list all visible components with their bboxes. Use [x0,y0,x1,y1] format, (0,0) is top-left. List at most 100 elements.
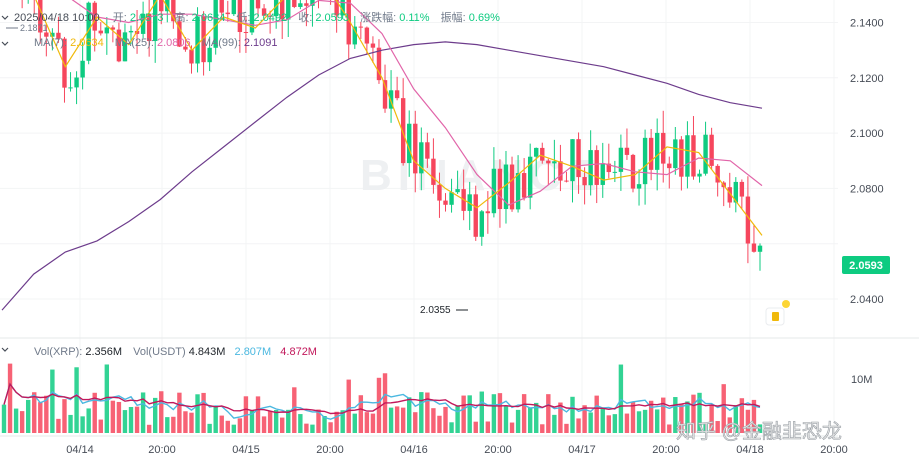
candle-body [310,0,315,6]
candle-body [673,139,678,169]
volume-bar [606,415,611,433]
price-tick-label: 2.0400 [850,294,884,306]
candle-body [286,0,291,20]
candle-body [437,184,442,201]
volume-bar [473,421,478,433]
volume-bar [165,417,170,433]
volume-bar [558,402,563,433]
volume-ma-line-a [3,382,761,420]
vol-ma-a-value: 2.807M [234,346,272,358]
volume-bar [455,405,460,433]
time-tick-label: 04/14 [66,444,94,456]
candle-body [280,0,285,20]
volume-bar [727,417,732,433]
candle-body [431,158,436,185]
candle-body [183,46,188,50]
ma-collapse-icon[interactable] [1,41,9,46]
volume-bars [1,363,763,433]
volume-bar [570,396,575,433]
open-label: 开: [112,12,127,24]
candle-body [727,187,732,203]
last-price-tag [842,256,890,274]
candle-body [521,173,527,198]
price-tick-label: 2.1400 [850,18,884,30]
candle-body [38,0,43,33]
volume-bar [189,412,194,433]
volume-bar [642,409,648,433]
vol-xrp-value: 2.356M [85,346,123,358]
candle-body [540,147,545,161]
candle-body [159,0,164,12]
candle-body [304,3,309,6]
vol-xrp-label: Vol(XRP): [34,346,83,358]
candle-body [249,0,255,33]
volume-bar [413,412,418,433]
candle-body [44,32,49,37]
candles [21,0,763,271]
volume-bar [134,406,140,433]
candle-body [654,132,660,170]
volume-bar [86,408,91,433]
candle-body [546,160,551,164]
volume-bar [576,418,581,433]
candle-body [340,0,345,16]
candle-body [364,27,370,44]
close-label: 收: [298,12,313,24]
volume-bar [7,363,13,433]
volume-bar [594,395,599,433]
candle-body [691,135,696,177]
candle-body [146,13,152,42]
volume-bar [255,396,261,433]
volume-bar [304,423,309,433]
volume-bar [80,416,85,433]
candle-body [594,150,599,185]
volume-bar [733,405,739,433]
volume-bar [25,399,31,433]
ma25-label: MA(25): [114,37,154,49]
candle-body [171,0,176,22]
volume-bar [122,410,128,433]
candle-body [153,0,158,42]
candle-body [745,196,751,244]
candle-body [267,15,273,17]
candle-body [497,168,503,210]
volume-bar [691,394,696,433]
header-collapse-icon[interactable] [1,15,9,20]
change-label: 涨跌幅: [360,12,397,24]
candle-body [576,139,581,178]
volume-bar [685,401,690,433]
candle-body [558,161,563,181]
ma-legend: MA(7): 2.0634 MA(25): 2.0806 MA(99): 2.1… [34,37,278,49]
volume-collapse-icon[interactable] [1,347,9,352]
volume-ma-line-b [3,382,761,415]
volume-bar [745,409,751,433]
candle-body [479,211,484,237]
close-value: 2.0593 [315,12,350,24]
volume-bar [667,424,672,433]
time-tick-label: 20:00 [316,444,344,456]
candle-body [56,32,61,39]
candle-body [455,189,460,193]
candle-body [334,0,339,16]
candle-body [201,16,206,63]
candle-body [298,3,303,7]
volume-bar [201,392,206,433]
price-tick-label: 2.1000 [850,128,884,140]
candle-body [624,147,630,155]
ma99-line [1,41,763,311]
price-tick-label: 2.0800 [850,183,884,195]
volume-bar [431,408,436,433]
volume-bar [261,416,267,433]
candle-body [394,90,400,99]
candle-body [751,243,757,252]
volume-bar [140,392,146,433]
candle-body [600,163,605,185]
candle-body [509,164,515,210]
candle-body [552,161,557,164]
time-tick-label: 04/15 [232,444,260,456]
candle-body [679,139,684,177]
candle-body [50,32,55,37]
candle-body [715,165,720,183]
candle-body [207,47,212,63]
